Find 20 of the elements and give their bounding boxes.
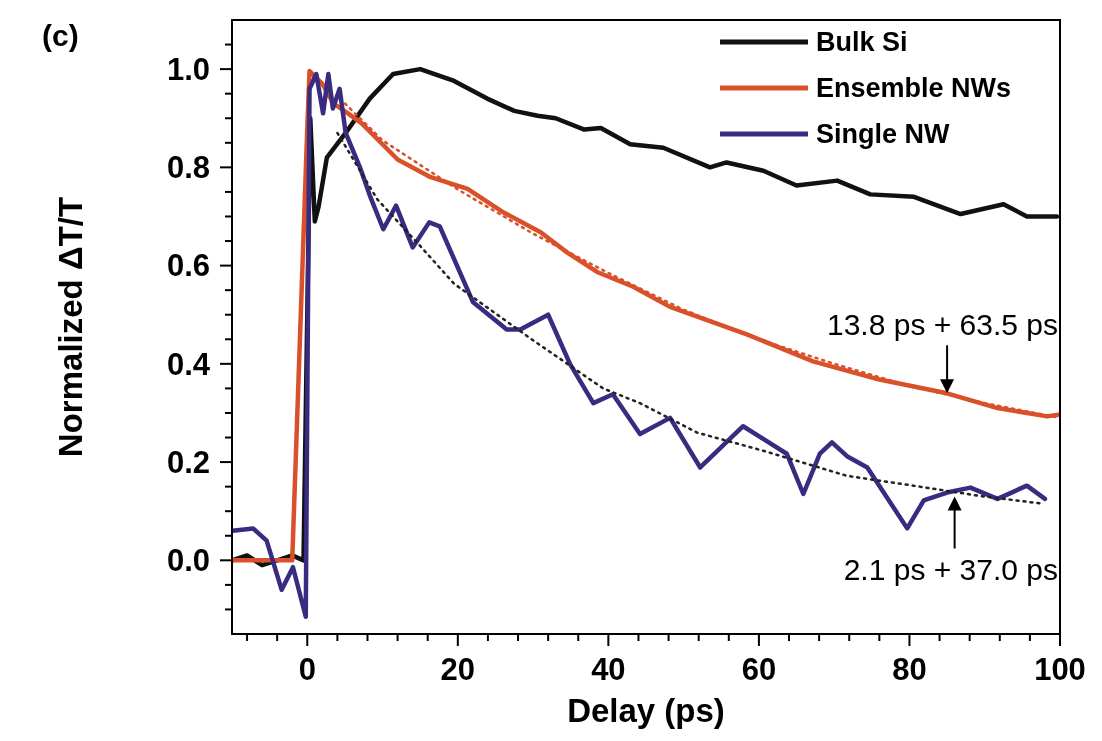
y-tick-label: 0.8: [166, 150, 210, 186]
y-tick-label: 1.0: [166, 51, 210, 87]
x-tick-label: 80: [892, 652, 927, 687]
y-tick-label: 0.0: [166, 543, 210, 579]
legend-label: Bulk Si: [816, 27, 908, 58]
x-tick-label: 100: [1034, 652, 1086, 687]
x-tick-label: 0: [298, 652, 316, 687]
annotation: 13.8 ps + 63.5 ps: [826, 308, 1058, 342]
y-axis-title: Normalized ΔT/T: [52, 196, 89, 458]
y-tick-label: 0.2: [166, 444, 210, 480]
y-tick-label: 0.6: [166, 248, 210, 284]
x-tick-label: 20: [440, 652, 476, 687]
x-tick-label: 60: [741, 652, 777, 687]
text: (c): [42, 19, 79, 52]
y-tick-label: 0.4: [166, 346, 211, 382]
legend-label: Ensemble NWs: [816, 73, 1012, 104]
legend-label: Single NW: [816, 119, 951, 150]
x-tick-label: 40: [591, 652, 626, 687]
x-axis-title: Delay (ps): [567, 692, 725, 729]
annotation: 2.1 ps + 37.0 ps: [843, 553, 1058, 587]
